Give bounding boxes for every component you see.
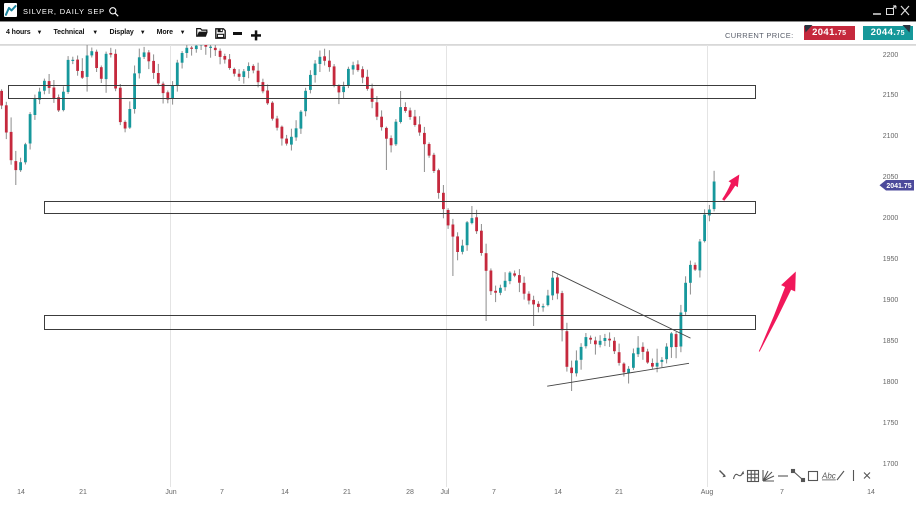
svg-text:Abc: Abc (821, 472, 836, 481)
svg-text:2041.75: 2041.75 (886, 183, 911, 190)
